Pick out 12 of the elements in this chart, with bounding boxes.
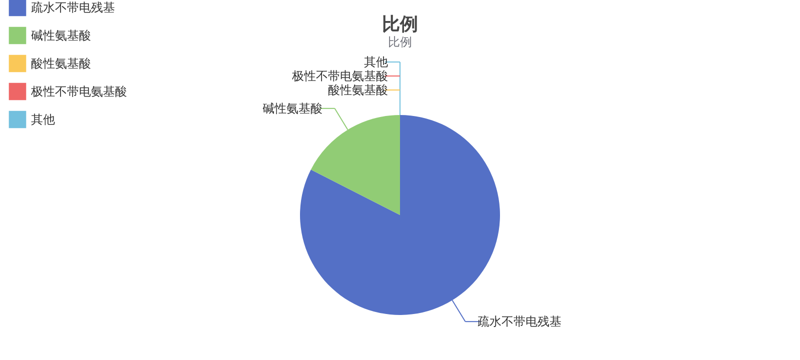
category-label: 其他	[364, 55, 388, 69]
category-label: 疏水不带电残基	[31, 0, 115, 14]
legend-label: 极性不带电氨基酸	[30, 84, 127, 98]
slice-label: 碱性氨基酸	[262, 101, 323, 116]
text: 比例	[388, 35, 412, 49]
legend-label: 其他	[31, 112, 55, 126]
legend-label: 疏水不带电残基	[477, 314, 562, 329]
legend-label: 碱性氨基酸	[31, 28, 91, 42]
category-label: 酸性氨基酸	[328, 83, 388, 97]
legend-label: 酸性氨基酸	[31, 56, 91, 70]
text: 比例	[382, 14, 418, 35]
category-label: 极性不带电氨基酸	[292, 69, 388, 83]
